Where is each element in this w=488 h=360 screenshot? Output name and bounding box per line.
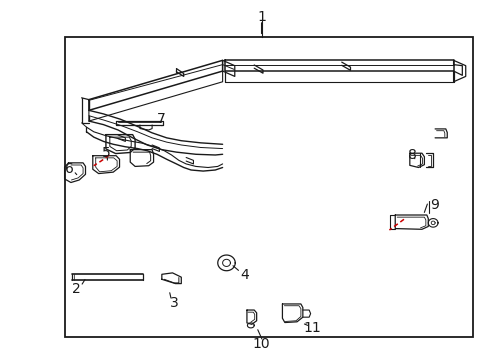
Text: 6: 6 [65, 162, 74, 176]
Text: 2: 2 [72, 282, 81, 296]
Text: 3: 3 [169, 296, 178, 310]
Text: 4: 4 [240, 268, 248, 282]
Text: 11: 11 [303, 321, 321, 335]
Text: 7: 7 [156, 112, 165, 126]
Text: 8: 8 [407, 148, 416, 162]
Text: 5: 5 [102, 146, 110, 160]
Text: 1: 1 [257, 10, 265, 24]
Text: 9: 9 [429, 198, 438, 212]
Bar [64, 37, 472, 337]
Text: 10: 10 [252, 337, 270, 351]
